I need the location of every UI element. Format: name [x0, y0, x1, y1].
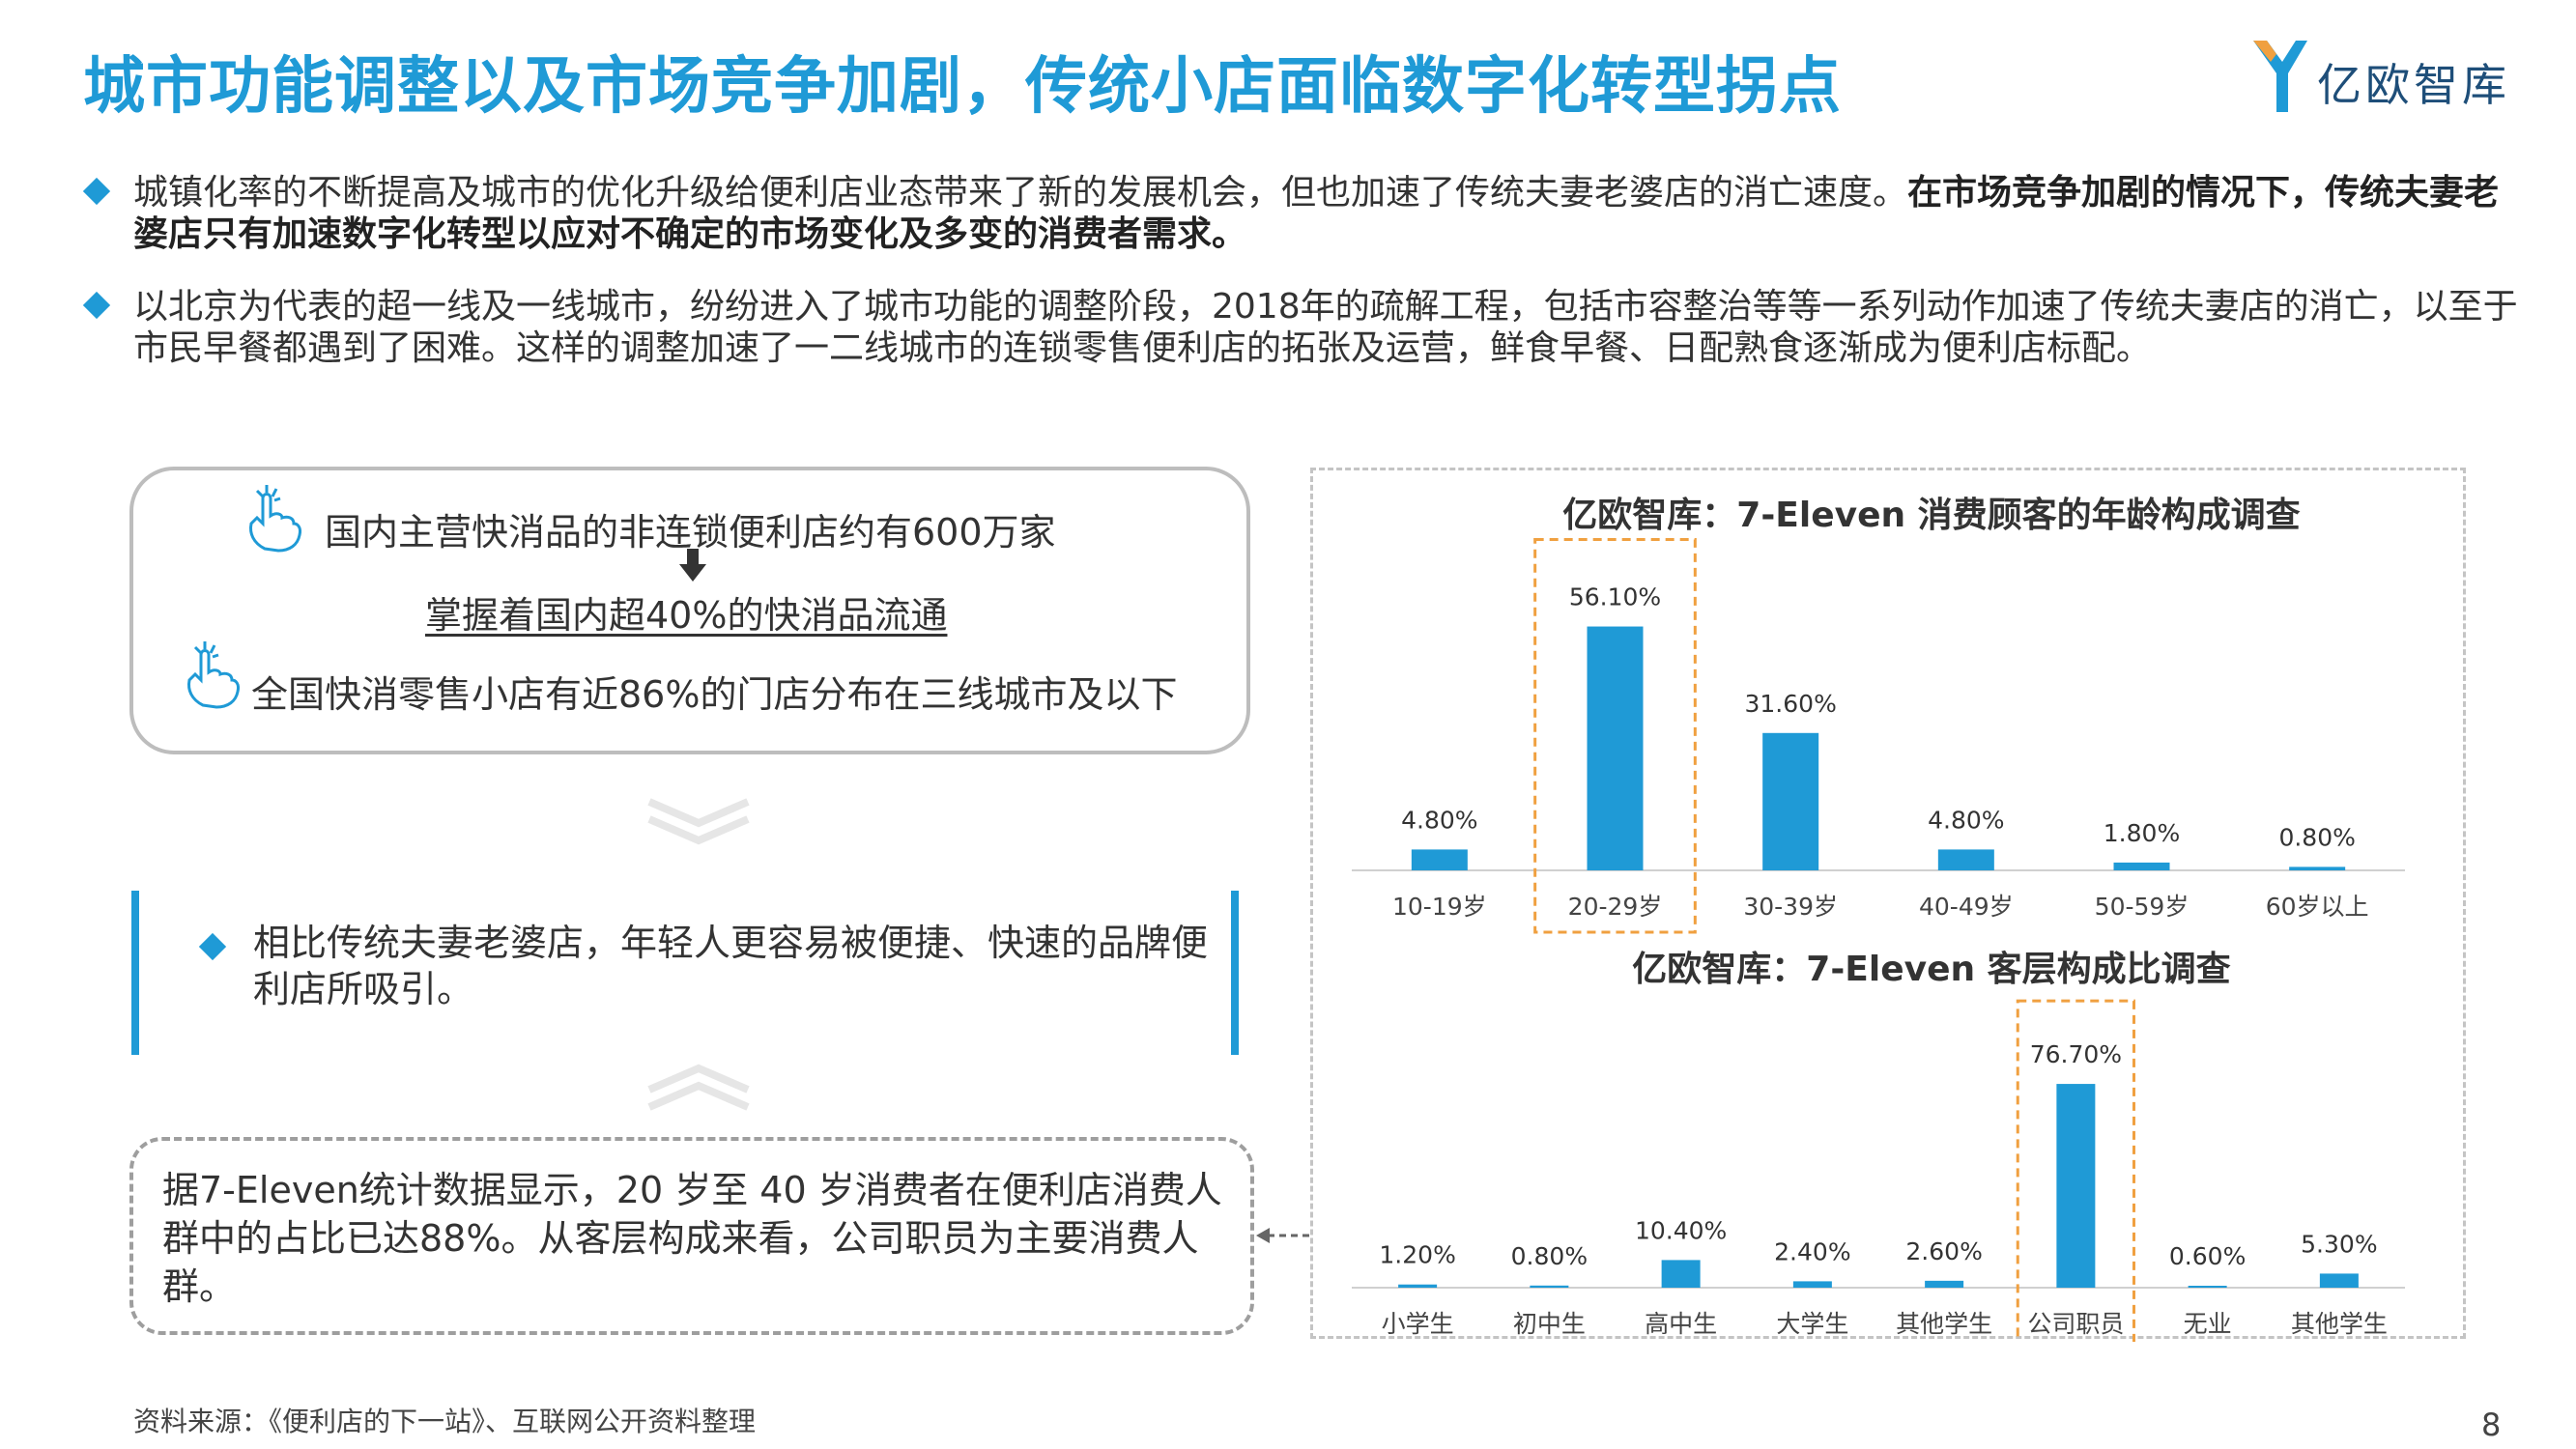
data-label: 5.30%: [2301, 1230, 2377, 1258]
highlight-frame: [2016, 999, 2135, 1342]
category-label: 30-39岁: [1743, 893, 1838, 921]
category-label: 小学生: [1382, 1310, 1454, 1338]
bar-小学生: [1398, 1284, 1438, 1288]
bullet-bold-text: 在市场竞争加剧的情况下，传统夫妻老婆店只有加速数字化转型以应对不确定的市场变化及…: [133, 173, 2500, 254]
category-label: 其他学生: [2291, 1310, 2388, 1338]
chart-title: 亿欧智库：7-Eleven 消费顾客的年龄构成调查: [1562, 496, 2300, 535]
bar-初中生: [1530, 1285, 1569, 1288]
arrow-left-icon: [1256, 1228, 1312, 1243]
quote-text: 相比传统夫妻老婆店，年轻人更容易被便捷、快速的品牌便利店所吸引。: [253, 922, 1209, 1010]
category-label: 50-59岁: [2095, 893, 2190, 921]
bar-其他学生: [1925, 1280, 1964, 1288]
diamond-bullet-icon: [82, 177, 111, 206]
bar-无业: [2188, 1286, 2227, 1288]
bar-高中生: [1661, 1260, 1701, 1288]
data-label: 0.80%: [1511, 1242, 1588, 1270]
data-label: 76.70%: [2030, 1040, 2122, 1068]
fact-line-1: 国内主营快消品的非连锁便利店约有600万家: [325, 511, 1056, 554]
chart-1: 亿欧智库：7-Eleven 消费顾客的年龄构成调查 4.80% 10-19岁 56.1…: [1352, 496, 2405, 934]
bar-40-49岁: [1937, 849, 1994, 870]
chart-title: 亿欧智库：7-Eleven 客层构成比调查: [1632, 950, 2230, 989]
bar-10-19岁: [1411, 849, 1468, 870]
category-label: 60岁以上: [2266, 893, 2369, 921]
chevron-up-icon: [647, 1064, 750, 1111]
data-label: 56.10%: [1569, 583, 1661, 611]
bar-60岁以上: [2289, 867, 2346, 870]
chart-2: 亿欧智库：7-Eleven 客层构成比调查 1.20% 小学生 0.80% 初中生 10.…: [1352, 950, 2405, 1342]
category-label: 40-49岁: [1919, 893, 2014, 921]
category-label: 公司职员: [2027, 1310, 2124, 1338]
data-label: 0.80%: [2278, 823, 2355, 851]
brand-logo: 亿欧智库: [2251, 35, 2541, 122]
category-label: 其他学生: [1896, 1310, 1992, 1338]
category-label: 10-19岁: [1392, 893, 1487, 921]
stat-box: 据7-Eleven统计数据显示，20 岁至 40 岁消费者在便利店消费人群中的占…: [129, 1137, 1254, 1335]
bullet-item: 以北京为代表的超一线及一线城市，纷纷进入了城市功能的调整阶段，2018年的疏解工…: [82, 286, 2522, 369]
stat-text: 据7-Eleven统计数据显示，20 岁至 40 岁消费者在便利店消费人群中的占…: [162, 1169, 1222, 1308]
data-label: 4.80%: [1928, 806, 2004, 834]
bar-20-29岁: [1587, 626, 1644, 870]
diamond-bullet-icon: [198, 932, 227, 961]
bullet-text: 以北京为代表的超一线及一线城市，纷纷进入了城市功能的调整阶段，2018年的疏解工…: [133, 287, 2518, 368]
category-label: 初中生: [1513, 1310, 1586, 1338]
fact-line-2: 掌握着国内超40%的快消品流通: [425, 594, 948, 637]
data-label: 0.60%: [2169, 1242, 2246, 1270]
bullet-text: 城镇化率的不断提高及城市的优化升级给便利店业态带来了新的发展机会，但也加速了传统…: [133, 173, 1908, 213]
page-title: 城市功能调整以及市场竞争加剧，传统小店面临数字化转型拐点: [83, 51, 1842, 123]
bar-50-59岁: [2113, 862, 2170, 870]
logo-mark-icon: [2253, 41, 2307, 112]
arrow-down-icon: [679, 549, 706, 582]
data-label: 31.60%: [1745, 690, 1837, 718]
category-label: 20-29岁: [1568, 893, 1663, 921]
bar-大学生: [1792, 1281, 1832, 1288]
pointing-hand-icon: [249, 485, 301, 553]
chevron-down-icon: [647, 798, 750, 845]
data-label: 2.40%: [1774, 1237, 1850, 1265]
page-number: 8: [2481, 1406, 2502, 1443]
source-note: 资料来源：《便利店的下一站》、互联网公开资料整理: [133, 1406, 757, 1437]
highlight-frame: [1533, 538, 1697, 934]
category-label: 无业: [2184, 1310, 2232, 1338]
fact-box: [129, 467, 1250, 754]
pointing-hand-icon: [187, 641, 240, 709]
data-label: 2.60%: [1905, 1237, 1982, 1265]
diamond-bullet-icon: [82, 291, 111, 320]
logo-text: 亿欧智库: [2317, 59, 2510, 111]
bar-公司职员: [2056, 1084, 2096, 1288]
bullet-item: 城镇化率的不断提高及城市的优化升级给便利店业态带来了新的发展机会，但也加速了传统…: [82, 172, 2522, 255]
fact-line-3: 全国快消零售小店有近86%的门店分布在三线城市及以下: [251, 673, 1178, 716]
data-label: 10.40%: [1635, 1216, 1727, 1244]
data-label: 1.80%: [2104, 819, 2180, 847]
category-label: 大学生: [1776, 1310, 1848, 1338]
charts-svg: 亿欧智库：7-Eleven 消费顾客的年龄构成调查 4.80% 10-19岁 56.1…: [1352, 496, 2405, 1342]
chart-panel: 亿欧智库：7-Eleven 消费顾客的年龄构成调查 4.80% 10-19岁 56.1…: [1310, 468, 2466, 1342]
data-label: 1.20%: [1379, 1241, 1455, 1269]
bar-30-39岁: [1762, 732, 1819, 870]
data-label: 4.80%: [1401, 806, 1477, 834]
quote-box: 相比传统夫妻老婆店，年轻人更容易被便捷、快速的品牌便利店所吸引。: [131, 891, 1239, 1055]
category-label: 高中生: [1645, 1310, 1717, 1338]
bar-其他学生: [2319, 1273, 2359, 1288]
